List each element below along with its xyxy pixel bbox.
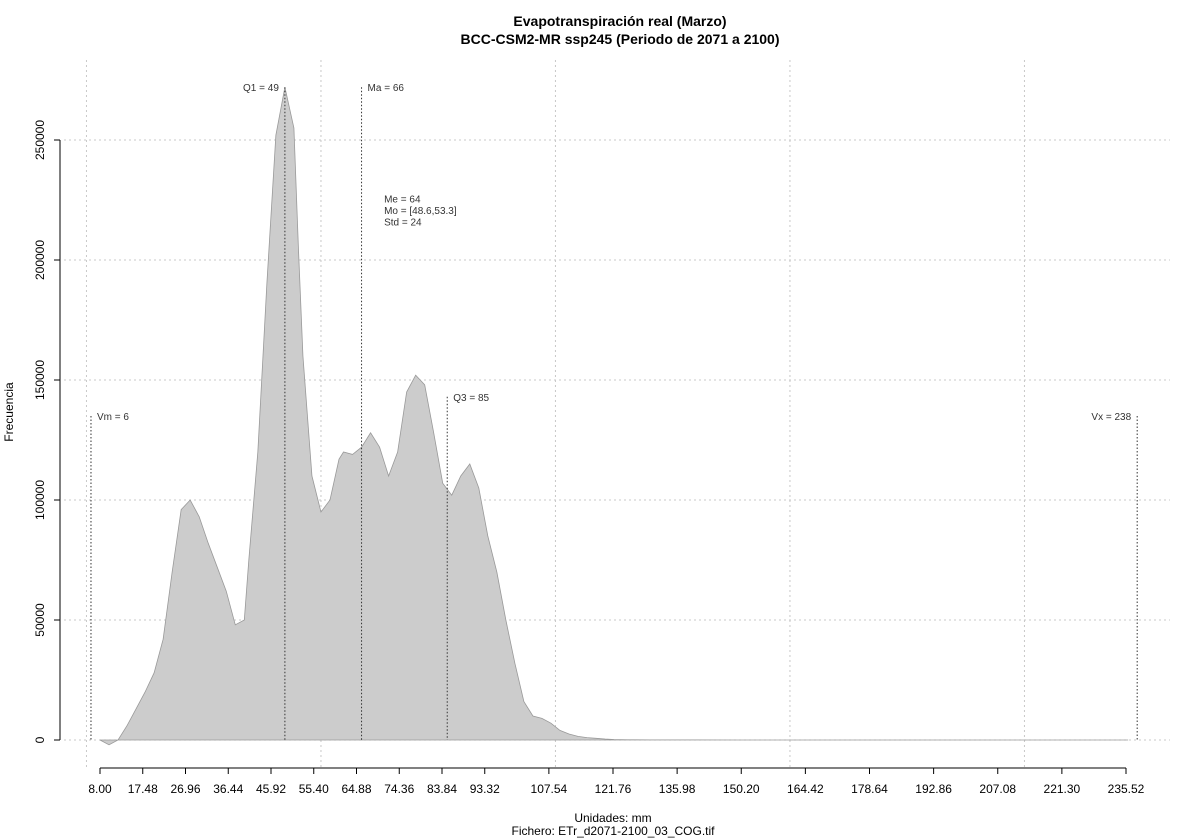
- x-tick-label-1: 17.48: [128, 782, 158, 796]
- x-tick-label-4: 45.92: [256, 782, 286, 796]
- x-tick-label-19: 235.52: [1108, 782, 1145, 796]
- x-tick-label-6: 64.88: [341, 782, 371, 796]
- stat-label-0: Me = 64: [384, 194, 421, 205]
- x-tick-label-18: 221.30: [1044, 782, 1081, 796]
- y-tick-label-1: 50000: [33, 603, 47, 637]
- x-tick-label-3: 36.44: [213, 782, 243, 796]
- x-tick-label-13: 150.20: [723, 782, 760, 796]
- vline-label-1: Q1 = 49: [243, 83, 279, 94]
- x-tick-label-14: 164.42: [787, 782, 824, 796]
- x-tick-label-15: 178.64: [851, 782, 888, 796]
- y-tick-label-5: 250000: [33, 120, 47, 160]
- x-tick-label-9: 93.32: [470, 782, 500, 796]
- vline-label-4: Vx = 238: [1091, 412, 1131, 423]
- y-tick-label-2: 100000: [33, 480, 47, 520]
- x-tick-label-7: 74.36: [384, 782, 414, 796]
- file-label: Fichero: ETr_d2071-2100_03_COG.tif: [511, 824, 715, 838]
- x-tick-label-2: 26.96: [170, 782, 200, 796]
- x-tick-label-11: 121.76: [595, 782, 632, 796]
- x-tick-label-8: 83.84: [427, 782, 457, 796]
- x-tick-label-5: 55.40: [299, 782, 329, 796]
- x-tick-label-0: 8.00: [88, 782, 112, 796]
- x-tick-label-12: 135.98: [659, 782, 696, 796]
- y-tick-label-0: 0: [33, 736, 47, 743]
- y-tick-label-3: 150000: [33, 360, 47, 400]
- y-tick-label-4: 200000: [33, 240, 47, 280]
- chart-subtitle: BCC-CSM2-MR ssp245 (Periodo de 2071 a 21…: [460, 31, 780, 47]
- x-tick-label-10: 107.54: [531, 782, 568, 796]
- stat-label-1: Mo = [48.6,53.3]: [384, 206, 457, 217]
- x-tick-label-16: 192.86: [915, 782, 952, 796]
- y-axis-label: Frecuencia: [2, 382, 16, 442]
- vline-label-3: Q3 = 85: [453, 393, 489, 404]
- vline-label-2: Ma = 66: [368, 83, 405, 94]
- density-area: [99, 87, 1129, 746]
- x-axis-label: Unidades: mm: [574, 811, 652, 825]
- vline-label-0: Vm = 6: [97, 412, 129, 423]
- x-tick-label-17: 207.08: [979, 782, 1016, 796]
- stat-label-2: Std = 24: [384, 217, 422, 228]
- chart-title: Evapotranspiración real (Marzo): [513, 13, 727, 29]
